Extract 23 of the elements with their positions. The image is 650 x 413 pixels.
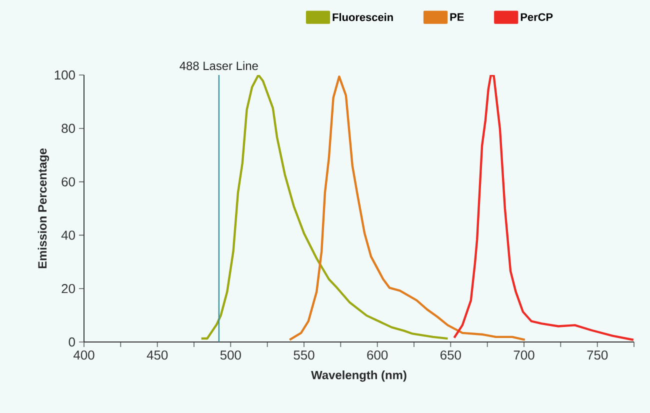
y-tick-label: 40	[61, 230, 75, 240]
x-tick-label: 750	[587, 350, 608, 360]
line-series	[453, 74, 634, 341]
y-tick-label: 60	[62, 177, 75, 186]
y-tick-label: 100	[54, 70, 75, 80]
x-tick-label: 600	[367, 350, 388, 360]
x-tick-label: 400	[73, 350, 94, 360]
y-tick-label: 20	[62, 284, 75, 294]
y-axis-title: Emission Percentage	[38, 148, 50, 268]
x-tick-label: 500	[220, 350, 241, 360]
x-tick-label: 700	[514, 350, 534, 360]
line-series	[200, 74, 449, 340]
line-series	[288, 76, 526, 341]
x-tick-label: 550	[294, 350, 314, 360]
ref-line-label: 488 Laser Line	[180, 61, 258, 70]
x-axis-title: Wavelength (nm)	[311, 370, 406, 382]
x-tick-label: 650	[440, 350, 461, 360]
legend-label: PerCP	[520, 13, 553, 21]
legend-label: PE	[450, 13, 464, 21]
legend-label: Fluorescein	[332, 13, 393, 22]
x-tick-label: 450	[146, 350, 168, 360]
y-tick-label: 80	[62, 124, 75, 133]
y-tick-label: 0	[68, 337, 75, 347]
